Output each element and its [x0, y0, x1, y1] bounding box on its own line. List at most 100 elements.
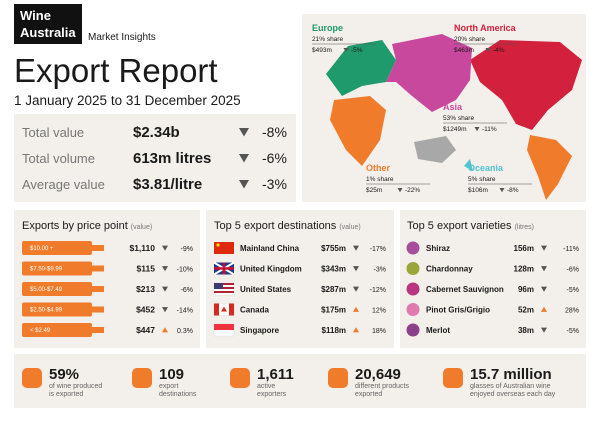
summary-label: Total volume — [22, 151, 95, 166]
region-share: 53% share — [443, 115, 474, 122]
varieties-panel — [400, 210, 586, 348]
region-value: $25m — [366, 187, 382, 194]
stat-icon — [443, 368, 463, 388]
destination-value: $118m — [322, 326, 346, 335]
flag-band — [229, 303, 234, 316]
stat-icon — [132, 368, 152, 388]
region-value: $1249m — [443, 126, 467, 133]
summary-label: Total value — [22, 125, 84, 140]
variety-name: Shiraz — [426, 244, 450, 253]
variety-value: 96m — [518, 285, 534, 294]
arrow-up — [162, 327, 168, 333]
flag-band — [214, 303, 219, 316]
destination-change: -3% — [374, 267, 386, 274]
stat-label: enjoyed overseas each day — [470, 391, 556, 398]
region-value: $493m — [312, 47, 332, 54]
region-change: -11% — [482, 126, 497, 133]
price-label: $10.00 + — [30, 246, 54, 252]
bottle-body — [22, 323, 92, 337]
bottle-neck — [92, 265, 104, 272]
variety-change: 28% — [565, 308, 579, 315]
arrow-down — [541, 266, 547, 272]
stat-label: destinations — [159, 391, 197, 398]
destination-change: 12% — [372, 308, 386, 315]
variety-change: -5% — [567, 328, 579, 335]
arrow-down — [485, 48, 491, 53]
destination-name: United Kingdom — [240, 265, 302, 274]
arrow-down — [353, 286, 359, 292]
stat-value: 15.7 million — [470, 366, 552, 383]
stat-label: of wine produced — [49, 383, 102, 390]
region-name: North America — [454, 23, 517, 33]
arrow-down — [239, 128, 249, 137]
bottle-neck — [92, 306, 104, 313]
world-map — [326, 34, 582, 200]
bottle-body — [22, 241, 92, 255]
bottle-neck — [92, 286, 104, 292]
summary-change: -8% — [262, 124, 287, 140]
variety-value: 128m — [514, 265, 534, 274]
arrow-down — [162, 266, 168, 272]
flag-band — [214, 324, 234, 330]
stat-label: active — [257, 383, 275, 390]
stats-panel — [14, 354, 586, 408]
destination-name: United States — [240, 285, 292, 294]
stat-label: is exported — [49, 391, 83, 398]
flag-leaf — [221, 306, 227, 312]
variety-name: Cabernet Sauvignon — [426, 285, 504, 294]
summary-change: -6% — [262, 150, 287, 166]
price-label: $7.50-$9.99 — [30, 267, 63, 273]
region-name: Other — [366, 163, 391, 173]
destination-value: $175m — [321, 306, 346, 315]
panel-title-text: Top 5 export destinations — [214, 220, 337, 232]
region-change: -4% — [493, 47, 505, 54]
region-share: 21% share — [312, 36, 343, 43]
map-asia — [386, 34, 472, 112]
map-europe — [326, 40, 396, 96]
destination-change: 18% — [372, 328, 386, 335]
arrow-down — [239, 154, 249, 163]
arrow-down — [474, 127, 480, 132]
destination-change: -12% — [370, 287, 386, 294]
title: Export Report — [14, 52, 218, 89]
panel-title-unit: (value) — [339, 224, 360, 231]
region-name: Oceania — [468, 163, 504, 173]
arrow-down — [162, 307, 168, 313]
summary-value: 613m litres — [133, 150, 211, 167]
price-value: $115 — [137, 264, 156, 274]
bottle-neck — [92, 327, 104, 333]
stat-icon — [230, 368, 250, 388]
summary-label: Average value — [22, 177, 105, 192]
variety-value: 52m — [518, 306, 534, 315]
stat-value: 1,611 — [257, 366, 294, 383]
map-australia — [414, 136, 456, 163]
arrow-up — [353, 327, 359, 333]
region-change: -8% — [507, 187, 519, 194]
flag-stripe — [214, 283, 234, 285]
variety-dot — [406, 241, 420, 255]
region-share: 1% share — [366, 176, 394, 183]
logo-text: Wine — [20, 8, 51, 23]
stat-icon — [328, 368, 348, 388]
stat-icon — [22, 368, 42, 388]
region-change: -5% — [351, 47, 363, 54]
price-label: < $2.49 — [30, 328, 51, 334]
variety-dot — [406, 262, 420, 275]
price-value: $452 — [136, 305, 155, 315]
arrow-down — [162, 286, 168, 292]
panel-title-unit: (litres) — [515, 224, 534, 231]
stat-value: 20,649 — [355, 366, 401, 383]
summary-change: -3% — [262, 176, 287, 192]
destination-name: Singapore — [240, 326, 280, 335]
flag-canton — [214, 283, 223, 289]
panel-title: Top 5 export varieties (litres) — [407, 220, 534, 232]
arrow-down — [541, 245, 547, 251]
period: 1 January 2025 to 31 December 2025 — [14, 93, 241, 108]
arrow-down — [541, 286, 547, 292]
variety-change: -5% — [567, 287, 579, 294]
panel-title: Top 5 export destinations (value) — [214, 220, 361, 232]
panel-title: Exports by price point (value) — [22, 220, 152, 232]
region-name: Asia — [443, 102, 463, 112]
price-change: -14% — [177, 308, 193, 315]
logo-text: Australia — [20, 25, 76, 40]
